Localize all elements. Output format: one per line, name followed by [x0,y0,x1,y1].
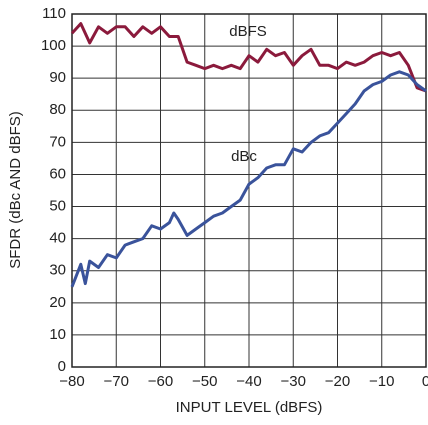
x-tick-label: −60 [148,373,173,390]
y-tick-label: 0 [58,358,66,375]
y-tick-label: 20 [49,294,66,311]
y-tick-label: 100 [41,37,66,54]
x-tick-label: −40 [236,373,261,390]
data-line [70,22,427,93]
x-tick-label: −80 [59,373,84,390]
x-tick-label: −10 [369,373,394,390]
y-tick-label: 80 [49,101,66,118]
y-tick-label: 90 [49,69,66,86]
y-axis-label: SFDR (dBc AND dBFS) [7,111,24,269]
y-tick-label: 10 [49,326,66,343]
x-axis-label: INPUT LEVEL (dBFS) [176,399,323,416]
plot-frame [71,13,427,368]
x-tick-label: −30 [281,373,306,390]
x-tick-label: −50 [192,373,217,390]
x-tick-label: −20 [325,373,350,390]
annotation: dBFS [229,23,267,40]
x-tick-label: −70 [104,373,129,390]
data-line [70,70,427,288]
y-tick-label: 70 [49,133,66,150]
y-tick-label: 60 [49,165,66,182]
annotation: dBc [231,148,257,165]
y-tick-label: 50 [49,198,66,215]
y-tick-label: 30 [49,262,66,279]
y-tick-label: 40 [49,230,66,247]
x-tick-label: 0 [422,373,428,390]
y-tick-label: 110 [42,5,66,22]
